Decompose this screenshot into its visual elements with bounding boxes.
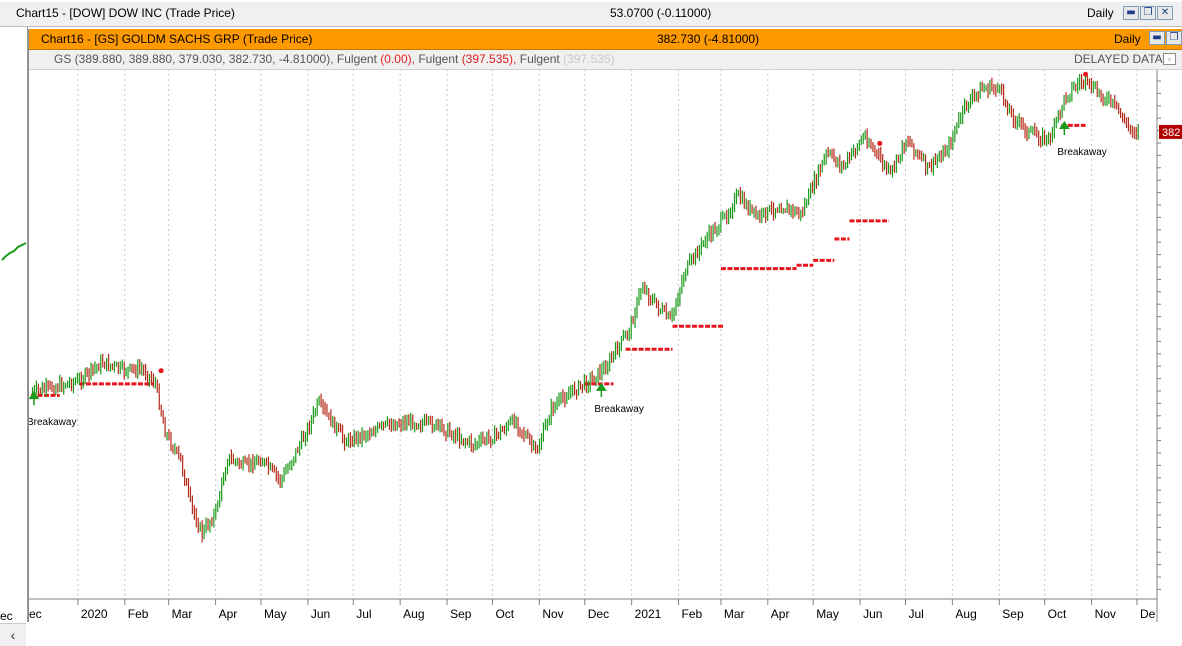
x-tick-label: Sep <box>1002 607 1024 621</box>
x-tick-label: Jul <box>356 607 371 621</box>
annotation-layer: Breakaway Breakaway Breakaway <box>29 120 1107 428</box>
legend-symbol-values: GS (389.880, 389.880, 379.030, 382.730, … <box>54 52 334 66</box>
breakaway-arrow <box>595 382 607 398</box>
signal-layer <box>31 71 1089 397</box>
delayed-data-label: DELAYED DATA <box>1074 52 1163 66</box>
legend-text: GS (389.880, 389.880, 379.030, 382.730, … <box>54 52 614 66</box>
gs-window-price: 382.730 (-4.81000) <box>657 32 760 46</box>
restore-button[interactable]: ❐ <box>1140 6 1156 20</box>
legend-indicator-2-value: (397.535), <box>461 52 517 66</box>
x-tick-label: Feb <box>128 607 149 621</box>
background-window-title: Chart15 - [DOW] DOW INC (Trade Price) <box>16 6 235 20</box>
x-tick-label: Sep <box>450 607 472 621</box>
breakaway-label: Breakaway <box>29 417 76 428</box>
background-window-period: Daily <box>1087 6 1114 20</box>
signal-dot <box>158 368 164 374</box>
x-tick-label: Nov <box>542 607 563 621</box>
price-chart[interactable]: Breakaway Breakaway Breakaway ec 2020 Feb Mar… <box>29 29 1182 622</box>
breakaway-arrow <box>1058 120 1070 136</box>
x-tick-label: Aug <box>403 607 424 621</box>
x-tick-label: Jul <box>908 607 923 621</box>
legend-indicator-3-value: (397.535) <box>563 52 615 66</box>
x-tick-label: De <box>1140 607 1156 621</box>
x-tick-label: Mar <box>172 607 193 621</box>
x-tick-label: Jun <box>863 607 882 621</box>
breakaway-label: Breakaway <box>1057 147 1106 158</box>
x-tick-label: May <box>816 607 839 621</box>
background-title-bar[interactable]: Chart15 - [DOW] DOW INC (Trade Price) 53… <box>0 2 1182 27</box>
x-tick-label: Mar <box>724 607 745 621</box>
legend-indicator-1-value: (0.00), <box>380 52 415 66</box>
minimize-button[interactable]: ▬ <box>1149 31 1165 45</box>
bar-layer <box>31 73 1139 543</box>
background-x-tick-label: ec <box>0 609 13 623</box>
axis-layer: ec 2020 Feb Mar Apr May Jun Jul Aug Sep Oct Nov Dec 2… <box>29 69 1182 622</box>
legend-indicator-3-name[interactable]: Fulgent <box>519 52 560 66</box>
background-window-controls: ▬ ❐ ✕ <box>1123 6 1173 20</box>
x-tick-label: Feb <box>682 607 703 621</box>
gs-title-bar[interactable]: Chart16 - [GS] GOLDM SACHS GRP (Trade Pr… <box>29 29 1182 50</box>
x-tick-label: 2020 <box>81 607 108 621</box>
breakaway-arrow <box>29 390 40 406</box>
x-tick-label: ec <box>29 607 42 621</box>
x-tick-label: Oct <box>1048 607 1067 621</box>
background-window-price: 53.0700 (-0.11000) <box>610 6 712 20</box>
gs-window-period: Daily <box>1114 32 1141 46</box>
x-tick-label: Apr <box>771 607 790 621</box>
scroll-left-button[interactable]: ‹ <box>0 623 26 646</box>
minimize-button[interactable]: ▬ <box>1123 6 1139 20</box>
breakaway-label: Breakaway <box>594 404 643 415</box>
close-button[interactable]: ✕ <box>1157 6 1173 20</box>
last-price-box <box>1159 124 1182 139</box>
legend-indicator-2-name[interactable]: Fulgent <box>418 52 459 66</box>
grid-layer <box>77 69 1138 599</box>
x-tick-label: Apr <box>219 607 238 621</box>
x-tick-label: Oct <box>495 607 514 621</box>
legend-toggle-button[interactable]: ▫ <box>1163 53 1176 65</box>
background-chart-stub: ec ‹ <box>0 27 28 646</box>
x-tick-label: May <box>264 607 287 621</box>
legend-indicator-1-name[interactable]: Fulgent <box>336 52 377 66</box>
background-price-stub <box>1 242 27 261</box>
x-tick-label: 2021 <box>635 607 662 621</box>
x-tick-label: Jun <box>311 607 330 621</box>
signal-dot <box>1083 71 1089 77</box>
x-tick-label: Aug <box>955 607 976 621</box>
indicator-legend: GS (389.880, 389.880, 379.030, 382.730, … <box>29 50 1182 70</box>
x-tick-label: Nov <box>1095 607 1116 621</box>
last-price-label: 382 <box>1162 127 1180 139</box>
gs-window-controls: ▬ ❐ <box>1149 31 1182 45</box>
signal-dot <box>877 140 883 146</box>
gs-chart-window: Breakaway Breakaway Breakaway ec 2020 Feb Mar… <box>28 29 1182 622</box>
x-tick-label: Dec <box>588 607 609 621</box>
restore-button[interactable]: ❐ <box>1166 31 1182 45</box>
gs-window-title: Chart16 - [GS] GOLDM SACHS GRP (Trade Pr… <box>41 32 313 46</box>
